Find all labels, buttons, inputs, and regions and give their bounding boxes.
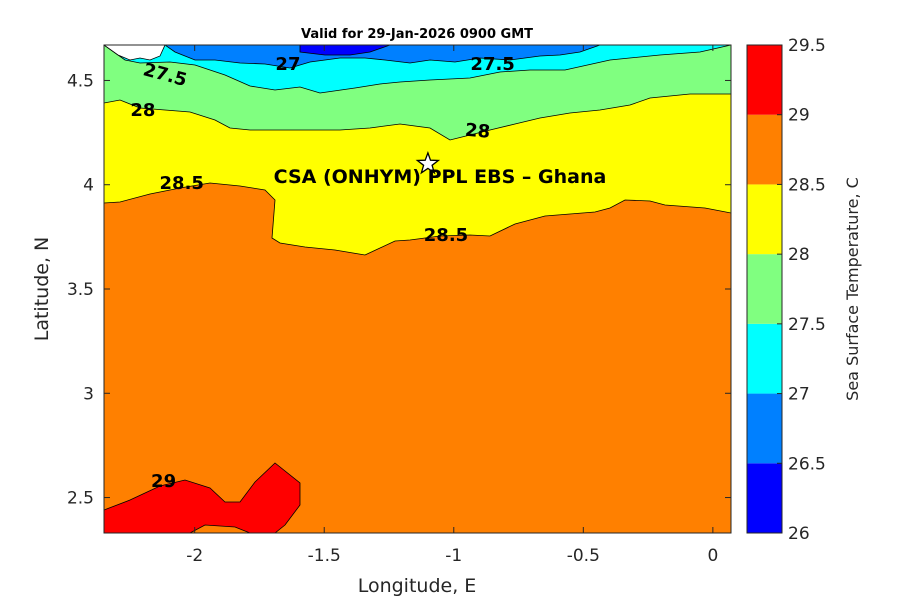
colorbar-swatch	[747, 114, 782, 185]
colorbar-tick-label: 26.5	[788, 454, 826, 474]
colorbar-tick-label: 27	[788, 385, 810, 405]
x-tick-label: -1.5	[308, 546, 341, 566]
red-notch	[189, 524, 251, 533]
colorbar-tick-label: 28	[788, 245, 810, 265]
colorbar-tick-label: 29.5	[788, 36, 826, 56]
contour-label: 28	[464, 120, 491, 143]
colorbar-swatch	[747, 254, 782, 324]
colorbar-label: Sea Surface Temperature, C	[843, 177, 862, 401]
nodata-area	[104, 45, 166, 61]
band-29-29.5	[104, 462, 301, 533]
y-tick-label: 3.5	[67, 280, 94, 300]
contour-label: 29	[151, 471, 176, 492]
site-label: CSA (ONHYM) PPL EBS – Ghana	[274, 166, 607, 188]
y-axis-label: Latitude, N	[31, 237, 53, 342]
colorbar-swatch	[747, 184, 782, 255]
x-tick-label: 0	[707, 546, 718, 566]
colorbar-tick-label: 29	[788, 106, 810, 126]
plot-area	[104, 45, 731, 533]
colorbar-tick-label: 26	[788, 524, 810, 544]
colorbar-swatch	[747, 463, 782, 533]
contour-label: 28.5	[424, 225, 468, 246]
contour-label: 27.5	[470, 54, 514, 75]
colorbar-swatch	[747, 45, 782, 115]
colorbar-swatch	[747, 393, 782, 464]
site-star-icon	[415, 150, 441, 175]
x-tick-label: -2	[186, 546, 203, 566]
y-tick-label: 4.5	[67, 71, 94, 91]
y-tick-label: 3	[83, 384, 94, 404]
x-tick-label: -0.5	[567, 546, 600, 566]
y-axis: 2.5 3 3.5 4 4.5	[67, 71, 731, 509]
colorbar-tick-label: 28.5	[788, 175, 826, 195]
band-26-26.5	[299, 45, 391, 56]
site-marker-group: CSA (ONHYM) PPL EBS – Ghana	[274, 150, 607, 188]
y-tick-label: 2.5	[67, 489, 94, 509]
colorbar-swatch	[747, 323, 782, 394]
x-axis: -2 -1.5 -1 -0.5 0	[186, 45, 718, 566]
colorbar-tick-label: 27.5	[788, 315, 826, 335]
contour-label: 28	[130, 100, 155, 121]
y-tick-label: 4	[83, 176, 94, 196]
band-26.5-27	[164, 45, 601, 69]
chart-title: Valid for 29-Jan-2026 0900 GMT	[301, 27, 533, 42]
x-tick-label: -1	[445, 546, 462, 566]
contour-label: 27	[275, 54, 300, 75]
contour-label: 28.5	[160, 173, 204, 194]
colorbar-frame	[746, 44, 783, 534]
colorbar: 26 26.5 27 27.5 28 28.5 29 29.5	[746, 36, 826, 544]
x-axis-label: Longitude, E	[358, 575, 477, 597]
